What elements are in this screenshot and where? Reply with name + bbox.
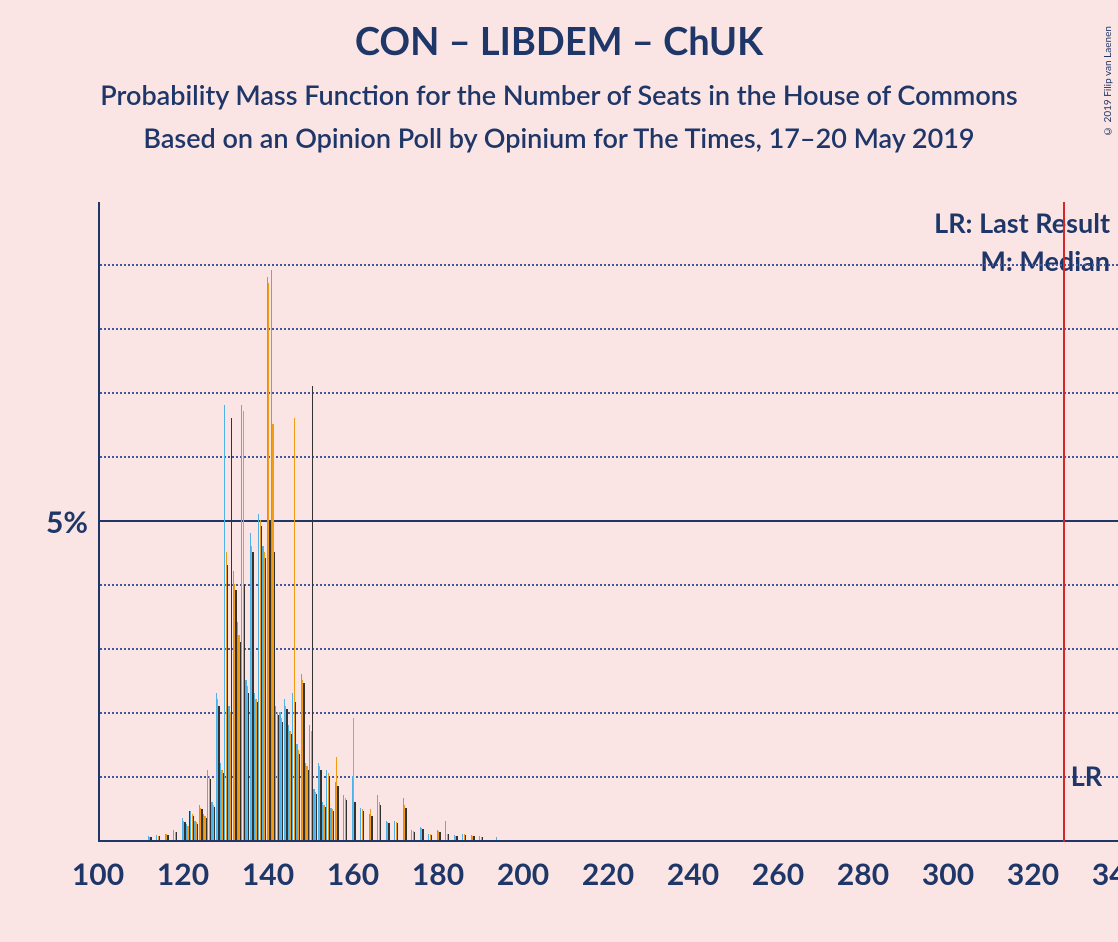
chart-subtitle-1: Probability Mass Function for the Number… [0,78,1118,111]
x-tick-label: 160 [327,856,379,892]
bar-c [388,823,389,840]
bar-c [159,836,160,840]
chart-subtitle-2: Based on an Opinion Poll by Opinium for … [0,121,1118,154]
bar-c [465,835,466,840]
legend-lr: LR: Last Result [934,206,1110,239]
bar-c [227,565,228,840]
bar-c [333,811,334,840]
bar-c [380,805,381,840]
bar-c [473,836,474,840]
bar-c [439,832,440,840]
x-tick-label: 320 [1007,856,1059,892]
bar-c [201,809,202,840]
x-tick-label: 300 [922,856,974,892]
bar-c [308,770,309,840]
bar-c [218,706,219,840]
x-axis-labels: 100120140160180200220240260280300320340 [98,856,1118,906]
bar-c [193,816,194,840]
bar-c [240,642,241,840]
y-axis [98,202,100,842]
copyright-text: © 2019 Filip van Laenen [1102,26,1114,137]
gridline-minor [100,328,1118,330]
x-tick-label: 340 [1092,856,1118,892]
bar-c [482,837,483,840]
x-tick-label: 100 [72,856,124,892]
bar-c [414,832,415,840]
bar-c [210,779,211,840]
bar-c [244,584,245,840]
bar-c [354,802,355,840]
bar-c [265,558,266,840]
x-axis [98,840,1118,842]
bar-c [405,808,406,840]
bar-c [167,835,168,840]
bar-c [176,832,177,840]
bar-c [206,818,207,840]
gridline-minor [100,392,1118,394]
bar-c [397,823,398,840]
bar-c [278,715,279,840]
bar-c [299,754,300,840]
bar-c [325,807,326,840]
bar-c [189,811,190,840]
y-axis-label: 5% [46,504,88,540]
last-result-label: LR [1071,759,1102,792]
bar-c [291,734,292,840]
chart-title: CON – LIBDEM – ChUK [0,18,1118,64]
gridline-minor [100,264,1118,266]
bar-c [274,552,275,840]
bar-c [223,773,224,840]
bar-c [316,794,317,840]
bar-c [197,824,198,840]
x-tick-label: 240 [667,856,719,892]
bar-c [422,829,423,840]
bar-c [346,800,347,840]
bar-c [363,811,364,840]
legend-m: M: Median [980,244,1110,277]
gridline-minor [100,456,1118,458]
x-tick-label: 200 [497,856,549,892]
bar-c [184,822,185,840]
bar-c [456,836,457,840]
bar-c [337,786,338,840]
x-tick-label: 220 [582,856,634,892]
x-tick-label: 120 [157,856,209,892]
x-tick-label: 180 [412,856,464,892]
bar-c [269,520,270,840]
bar-c [312,386,313,840]
bar-c [295,702,296,840]
bar-c [320,770,321,840]
bar-c [329,776,330,840]
last-result-line [1063,202,1065,842]
bar-c [371,816,372,840]
bar-c [431,835,432,840]
bar-c [257,702,258,840]
x-tick-label: 140 [242,856,294,892]
x-tick-label: 280 [837,856,889,892]
bar-c [231,418,232,840]
bar-c [248,693,249,840]
bar-c [214,807,215,840]
bar-a [496,837,497,840]
bar-c [448,834,449,840]
x-tick-label: 260 [752,856,804,892]
bar-c [252,552,253,840]
bar-c [303,683,304,840]
bar-c [235,590,236,840]
bar-c [282,722,283,840]
gridline-major [100,520,1118,522]
bar-c [261,526,262,840]
bar-c [150,837,151,840]
bar-c [286,709,287,840]
chart-plot-area: LR: Last Result M: Median LR [98,202,1118,842]
